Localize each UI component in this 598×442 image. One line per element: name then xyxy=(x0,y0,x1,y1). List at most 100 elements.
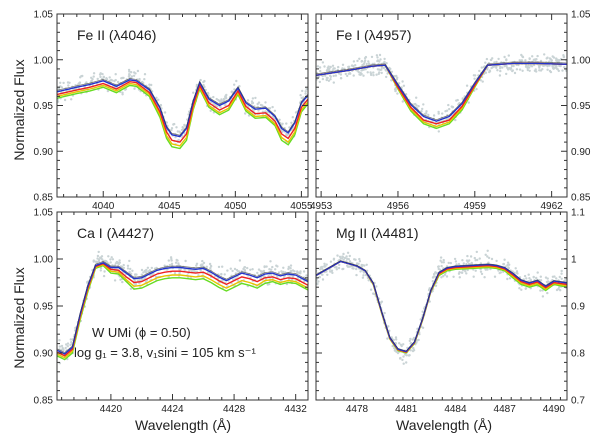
observed-point xyxy=(351,64,354,67)
observed-point xyxy=(178,272,181,275)
observed-point xyxy=(370,55,374,59)
model-curve-outline xyxy=(316,61,567,121)
observed-point xyxy=(332,74,335,78)
observed-point xyxy=(396,351,400,355)
observed-point xyxy=(256,102,259,106)
observed-point xyxy=(475,250,478,254)
observed-point xyxy=(332,67,335,70)
observed-point xyxy=(458,276,461,279)
observed-point xyxy=(202,261,206,265)
observed-point xyxy=(402,343,405,346)
observed-point xyxy=(133,71,136,74)
observed-point xyxy=(278,118,281,122)
panel-3: 4420 4424 4428 4432 0.85 0.90 0.95 1.00 1.05 Ca I… xyxy=(34,208,309,415)
observed-point xyxy=(126,264,130,267)
observed-point xyxy=(145,268,148,272)
observed-point xyxy=(336,254,339,257)
observed-point xyxy=(249,268,252,271)
observed-data xyxy=(316,249,567,365)
observed-point xyxy=(223,103,226,107)
observed-point xyxy=(331,64,335,68)
observed-point xyxy=(372,292,375,295)
observed-point xyxy=(452,275,455,278)
observed-point xyxy=(335,266,338,269)
observed-point xyxy=(246,266,249,270)
observed-point xyxy=(402,355,405,358)
observed-point xyxy=(319,268,322,271)
observed-point xyxy=(237,270,241,273)
observed-point xyxy=(261,270,264,274)
observed-point xyxy=(351,267,354,270)
observed-point xyxy=(184,259,187,263)
observed-point xyxy=(289,270,292,273)
observed-point xyxy=(431,280,434,283)
observed-point xyxy=(287,267,290,271)
observed-point xyxy=(181,126,184,129)
observed-point xyxy=(63,98,67,102)
observed-point xyxy=(361,276,365,279)
observed-point xyxy=(361,68,364,72)
x-tick-label: 4959 xyxy=(464,201,487,212)
model-curve-outline xyxy=(57,78,308,136)
observed-point xyxy=(223,273,226,276)
x-tick-label: 4432 xyxy=(285,404,308,415)
observed-point xyxy=(271,265,274,269)
observed-point xyxy=(445,275,449,278)
observed-point xyxy=(409,349,412,352)
observed-point xyxy=(233,267,237,271)
observed-point xyxy=(465,84,469,87)
observed-point xyxy=(176,130,179,133)
observed-point xyxy=(486,255,489,258)
observed-point xyxy=(465,262,468,266)
observed-point xyxy=(556,68,559,71)
observed-point xyxy=(401,100,404,103)
observed-point xyxy=(396,92,399,95)
observed-point xyxy=(527,64,530,67)
observed-point xyxy=(386,337,389,340)
observed-point xyxy=(271,105,274,109)
observed-point xyxy=(321,77,325,81)
observed-point xyxy=(557,287,560,291)
observed-point xyxy=(404,353,407,356)
model-curves xyxy=(316,260,567,354)
observed-point xyxy=(264,110,267,113)
observed-point xyxy=(551,55,554,58)
observed-point xyxy=(289,264,293,267)
y-tick-label: 1.00 xyxy=(34,55,54,66)
observed-point xyxy=(99,266,103,270)
observed-point xyxy=(390,70,394,74)
observed-point xyxy=(514,267,517,270)
observed-point xyxy=(490,257,494,261)
observed-point xyxy=(506,277,509,281)
observed-point xyxy=(379,58,382,61)
observed-point xyxy=(498,74,502,77)
observed-point xyxy=(301,89,304,93)
observed-point xyxy=(263,265,266,268)
observed-point xyxy=(398,357,402,360)
observed-point xyxy=(518,287,521,290)
observed-point xyxy=(465,272,468,275)
observed-point xyxy=(170,128,173,132)
observed-point xyxy=(393,347,396,350)
observed-point xyxy=(362,274,365,277)
observed-point xyxy=(122,263,125,267)
observed-point xyxy=(385,62,388,65)
observed-point xyxy=(352,60,356,63)
observed-point xyxy=(64,346,67,350)
observed-point xyxy=(111,258,115,261)
observed-point xyxy=(366,71,369,74)
observed-point xyxy=(126,267,130,270)
observed-point xyxy=(215,105,219,108)
observed-point xyxy=(209,267,212,270)
observed-point xyxy=(326,273,329,276)
observed-point xyxy=(474,269,477,272)
observed-point xyxy=(209,264,213,268)
observed-point xyxy=(534,68,537,71)
observed-point xyxy=(512,64,515,68)
observed-point xyxy=(492,65,495,68)
panel-title: Ca I (λ4427) xyxy=(77,225,154,241)
observed-point xyxy=(99,72,102,75)
observed-point xyxy=(495,259,498,263)
observed-point xyxy=(273,109,277,113)
observed-point xyxy=(402,362,405,365)
